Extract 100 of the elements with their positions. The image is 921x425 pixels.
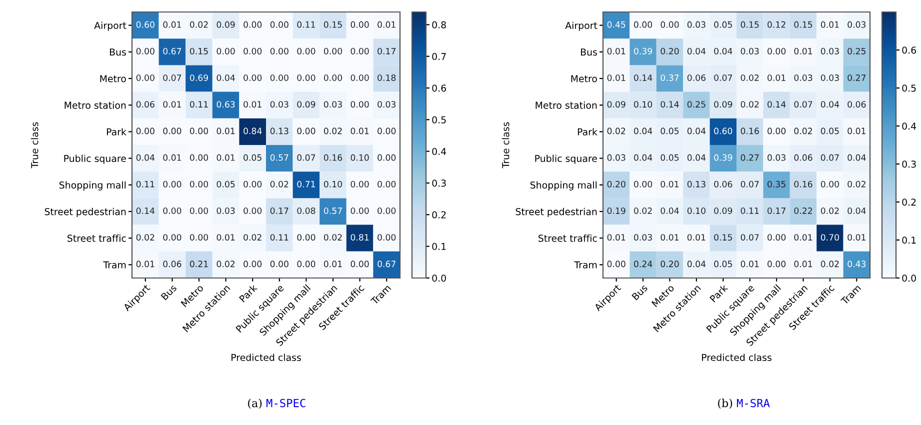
y-tick-label: Street pedestrian — [44, 208, 126, 218]
data-label: 0.00 — [297, 74, 316, 81]
data-label: 0.01 — [820, 21, 839, 28]
color-bar-label: 0.4 — [432, 148, 446, 156]
data-label: 0.37 — [660, 74, 679, 81]
data-label: 0.02 — [216, 260, 235, 268]
data-label: 0.00 — [244, 74, 262, 81]
data-label: 0.02 — [136, 234, 154, 241]
data-label: 0.00 — [634, 180, 652, 188]
data-label: 0.03 — [607, 154, 626, 161]
color-bar-label: 0.7 — [432, 52, 446, 60]
data-label: 0.11 — [740, 207, 759, 214]
data-label: 0.03 — [848, 21, 866, 28]
y-tick-label: Metro station — [64, 102, 126, 109]
data-label: 0.84 — [244, 128, 262, 134]
y-tick-label: Bus — [580, 48, 597, 56]
data-label: 0.15 — [794, 21, 812, 28]
data-label: 0.00 — [350, 180, 369, 188]
data-label: 0.00 — [244, 180, 262, 188]
x-tick-label: Bus — [632, 284, 648, 300]
color-bar-label: 0.1 — [432, 242, 446, 250]
data-label: 0.00 — [297, 128, 316, 134]
data-label: 0.00 — [244, 207, 262, 214]
y-tick-label: Metro station — [536, 102, 597, 109]
data-label: 0.00 — [324, 74, 342, 81]
data-label: 0.16 — [740, 128, 759, 134]
data-label: 0.00 — [350, 48, 369, 54]
data-label: 0.01 — [324, 260, 342, 268]
data-label: 0.02 — [324, 234, 342, 241]
data-label: 0.04 — [660, 207, 679, 214]
data-label: 0.06 — [848, 101, 866, 108]
data-label: 0.00 — [163, 234, 182, 241]
data-label: 0.10 — [350, 154, 369, 161]
y-tick-label: Bus — [110, 48, 126, 56]
data-label: 0.10 — [634, 101, 652, 108]
color-bar-label: 0.1 — [902, 236, 916, 244]
data-label: 0.06 — [794, 154, 812, 161]
data-label: 0.03 — [634, 234, 652, 241]
data-label: 0.04 — [687, 128, 706, 134]
data-label: 0.00 — [297, 48, 316, 54]
data-label: 0.01 — [216, 234, 235, 241]
y-tick-label: Metro — [571, 75, 597, 82]
x-tick-label: Bus — [160, 284, 178, 300]
data-label: 0.57 — [270, 154, 288, 161]
data-label: 0.03 — [270, 101, 288, 108]
data-label: 0.00 — [768, 48, 786, 54]
y-tick-label: Shopping mall — [530, 181, 597, 190]
data-label: 0.00 — [378, 180, 396, 188]
y-tick-label: Metro — [100, 75, 126, 82]
data-label: 0.04 — [848, 154, 866, 161]
data-label: 0.07 — [794, 101, 812, 108]
data-label: 0.00 — [163, 128, 182, 134]
data-label: 0.15 — [740, 21, 759, 28]
data-label: 0.00 — [350, 207, 369, 214]
data-label: 0.02 — [270, 180, 288, 188]
data-label: 0.00 — [660, 21, 679, 28]
data-label: 0.05 — [820, 128, 839, 134]
data-label: 0.39 — [714, 154, 732, 161]
color-bar-label: 0.3 — [902, 160, 916, 168]
data-label: 0.02 — [740, 101, 759, 108]
data-label: 0.25 — [848, 48, 866, 54]
data-label: 0.14 — [136, 207, 155, 214]
data-label: 0.04 — [687, 48, 706, 54]
data-label: 0.00 — [270, 260, 288, 268]
data-label: 0.00 — [634, 21, 652, 28]
x-axis-title: Predicted class — [232, 354, 301, 362]
data-label: 0.01 — [163, 101, 181, 108]
data-label: 0.17 — [378, 48, 396, 54]
data-label: 0.01 — [794, 48, 812, 54]
data-label: 0.07 — [163, 74, 182, 81]
data-label: 0.02 — [244, 234, 262, 241]
color-bar-label: 0.5 — [902, 84, 916, 92]
data-label: 0.17 — [768, 207, 786, 214]
data-label: 0.01 — [163, 154, 181, 161]
data-label: 0.03 — [768, 154, 786, 161]
data-label: 0.02 — [607, 128, 626, 134]
data-label: 0.71 — [297, 180, 315, 188]
data-label: 0.00 — [190, 234, 208, 241]
data-label: 0.67 — [378, 260, 396, 268]
color-bar-label: 0.5 — [432, 116, 446, 124]
data-label: 0.01 — [607, 74, 626, 81]
data-label: 0.00 — [378, 234, 396, 241]
data-label: 0.01 — [848, 128, 866, 134]
data-label: 0.00 — [136, 74, 154, 81]
data-label: 0.01 — [136, 260, 154, 268]
data-label: 0.06 — [714, 180, 732, 188]
data-label: 0.04 — [848, 207, 866, 214]
data-label: 0.01 — [848, 234, 866, 241]
data-label: 0.00 — [768, 234, 786, 241]
data-label: 0.14 — [768, 101, 786, 108]
data-label: 0.03 — [820, 74, 839, 81]
data-label: 0.05 — [714, 260, 732, 268]
data-label: 0.04 — [634, 128, 652, 134]
data-label: 0.00 — [768, 128, 786, 134]
data-label: 0.03 — [687, 21, 706, 28]
data-label: 0.01 — [607, 234, 626, 241]
data-label: 0.01 — [660, 234, 679, 241]
data-label: 0.16 — [324, 154, 342, 161]
data-label: 0.00 — [190, 180, 208, 188]
data-label: 0.02 — [794, 128, 812, 134]
